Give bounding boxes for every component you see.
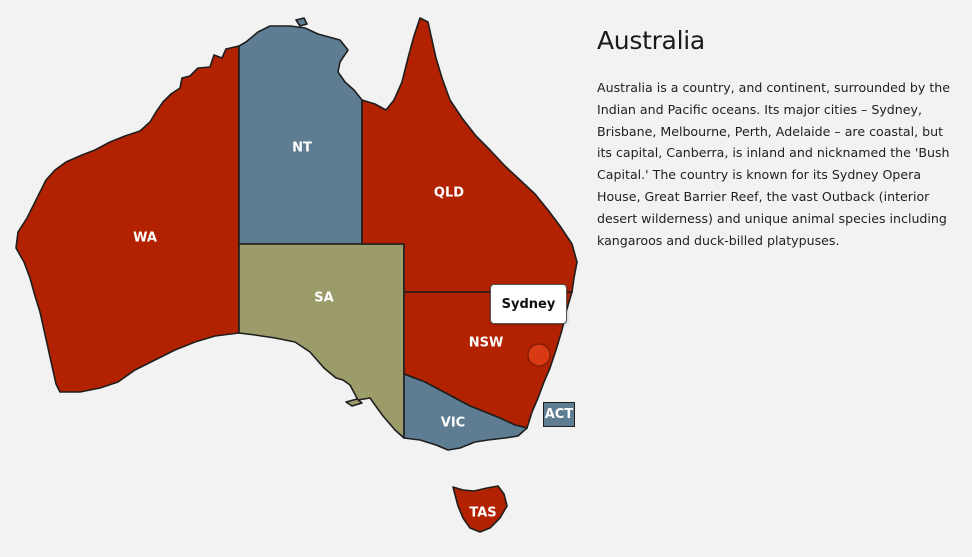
state-act[interactable]: ACT — [543, 402, 575, 427]
label-nt: NT — [292, 141, 312, 156]
island-kangaroo — [345, 398, 363, 407]
page-title: Australia — [597, 26, 705, 55]
sydney-marker[interactable] — [527, 343, 551, 367]
label-nsw: NSW — [469, 336, 504, 351]
state-wa[interactable] — [15, 45, 240, 393]
label-tas: TAS — [469, 506, 496, 521]
label-act: ACT — [544, 407, 574, 422]
info-panel: Australia Australia is a country, and co… — [597, 26, 959, 251]
state-vic[interactable] — [403, 373, 528, 451]
state-qld[interactable] — [361, 17, 578, 293]
island-north — [295, 17, 308, 27]
label-wa: WA — [133, 231, 157, 246]
label-vic: VIC — [441, 416, 465, 431]
sydney-tooltip: Sydney — [490, 284, 567, 324]
label-sa: SA — [314, 291, 333, 306]
state-tas[interactable] — [452, 485, 508, 533]
state-sa[interactable] — [238, 243, 405, 439]
australia-map: WA NT SA QLD NSW VIC TAS — [15, 17, 578, 533]
label-qld: QLD — [434, 186, 464, 201]
tooltip-label: Sydney — [501, 296, 556, 312]
description-text: Australia is a country, and continent, s… — [597, 80, 950, 248]
state-nt[interactable] — [238, 25, 363, 245]
